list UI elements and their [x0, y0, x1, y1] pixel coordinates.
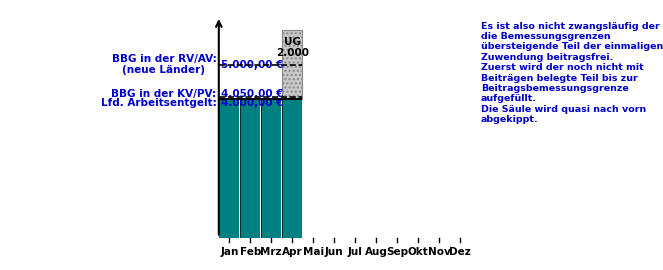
Bar: [282, 99, 302, 238]
Text: 4.050,00 €: 4.050,00 €: [221, 89, 284, 99]
Bar: [282, 30, 302, 99]
Text: BBG in der RV/AV:
(neue Länder): BBG in der RV/AV: (neue Länder): [111, 54, 216, 75]
Text: Es ist also nicht zwangsläufig der
die Bemessungsgrenzen
übersteigende Teil der : Es ist also nicht zwangsläufig der die B…: [481, 22, 663, 124]
Text: 4.000,00 €: 4.000,00 €: [221, 97, 284, 107]
Text: 5.000,00 €: 5.000,00 €: [221, 60, 284, 70]
Text: Lfd. Arbeitsentgelt:: Lfd. Arbeitsentgelt:: [101, 97, 216, 107]
Bar: [261, 99, 281, 238]
Bar: [219, 99, 239, 238]
Bar: [240, 99, 261, 238]
Text: UG
2.000: UG 2.000: [276, 36, 309, 58]
Text: BBG in der KV/PV:: BBG in der KV/PV:: [111, 89, 216, 99]
